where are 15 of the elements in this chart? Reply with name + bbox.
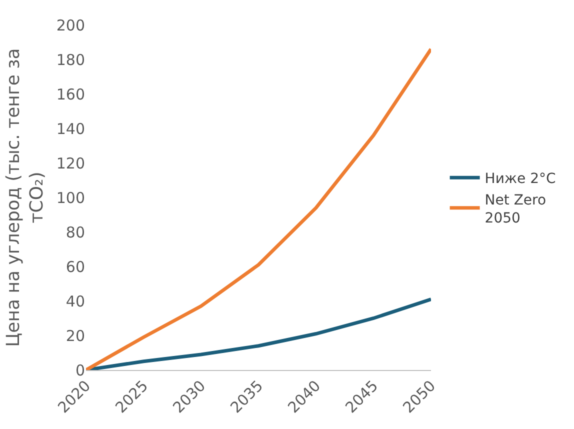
legend-label: Ниже 2°C [484,171,556,188]
y-tick-label: 140 [56,120,85,138]
y-tick-label: 60 [66,258,85,276]
y-tick-label: 80 [66,223,85,242]
y-tick-label: 100 [56,188,85,207]
y-tick-label: 120 [56,154,85,172]
y-tick-label: 180 [56,50,85,69]
line-series [86,47,431,370]
y-tick-label: 160 [56,85,85,104]
y-tick-label: 200 [56,16,85,34]
y-tick-label: 40 [66,292,85,310]
legend-label: Net Zero 2050 [484,192,546,226]
y-tick-label: 0 [75,361,85,380]
y-axis-title: Цена на углерод (тыс. тенге за тCO₂) [3,48,48,347]
y-tick-label: 20 [66,326,85,345]
